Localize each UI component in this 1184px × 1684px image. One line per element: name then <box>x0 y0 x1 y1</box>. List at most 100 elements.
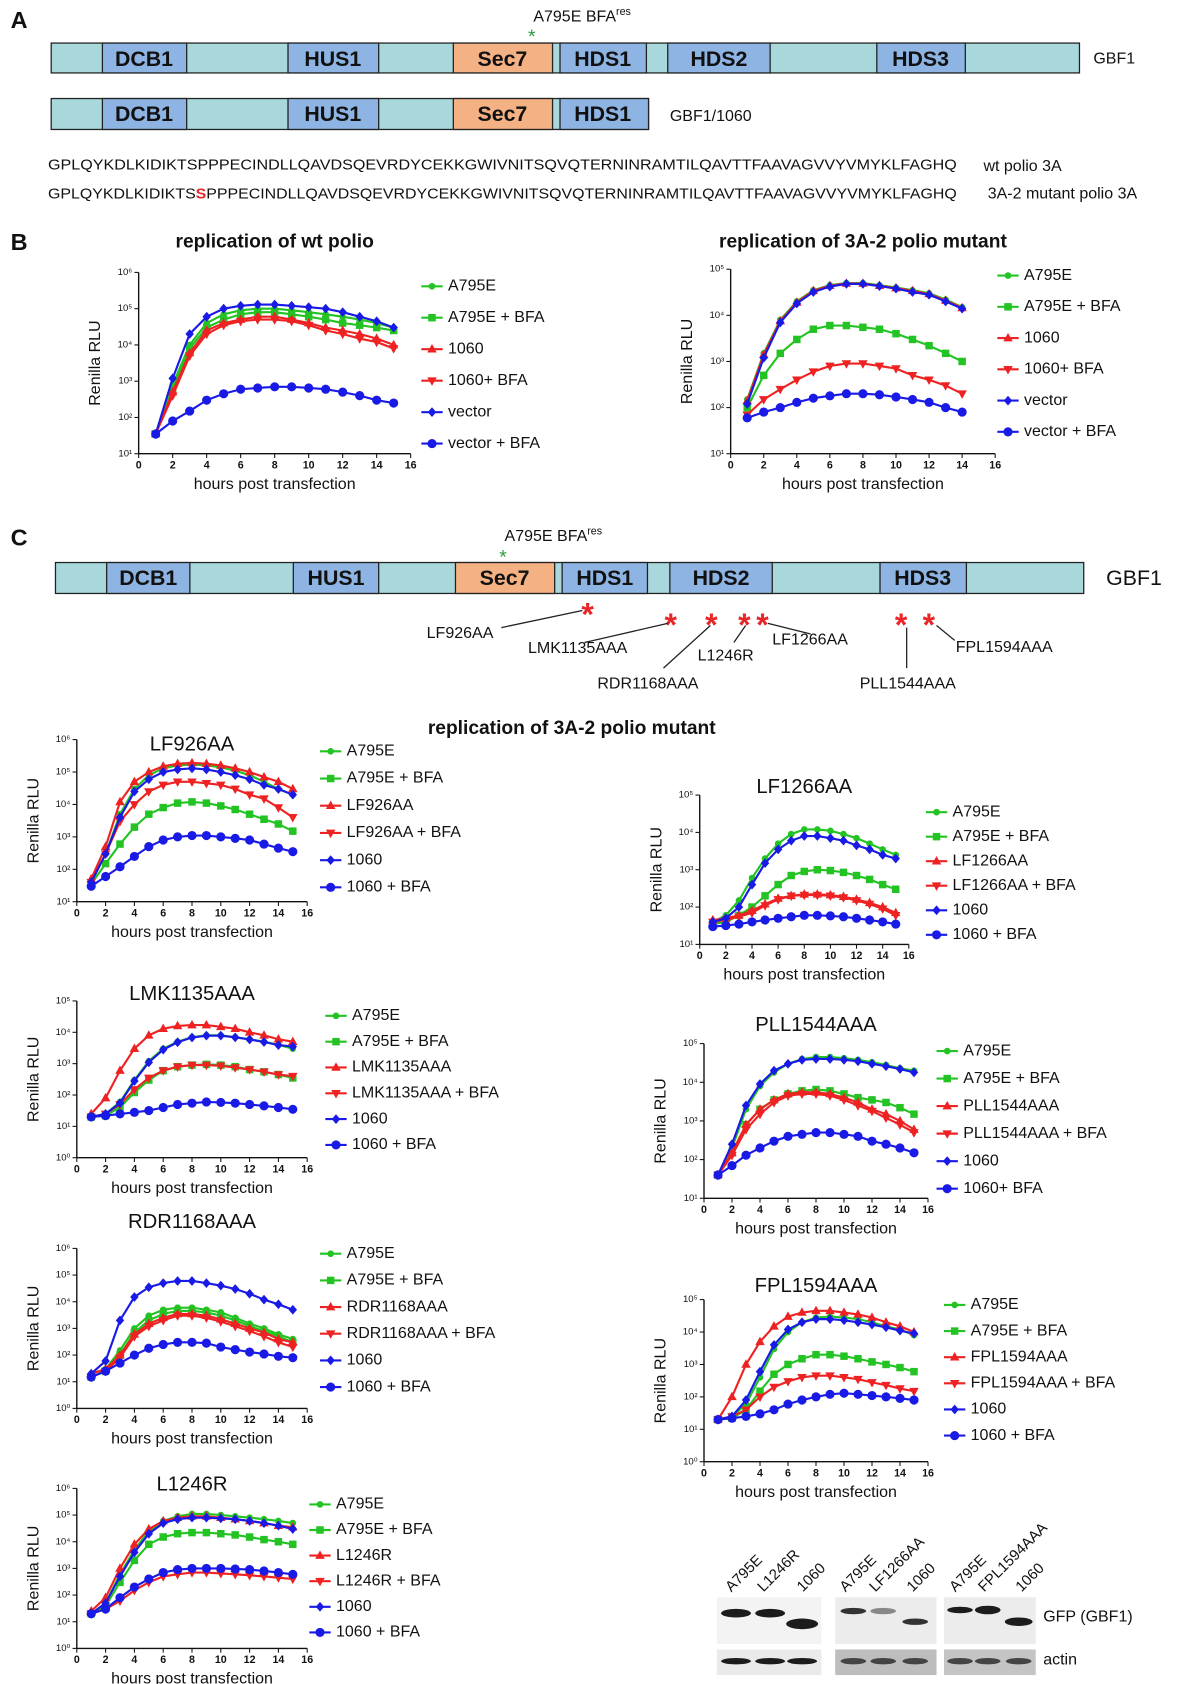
y-tick-label: 10² <box>679 902 694 913</box>
mutation-name: LF926AA <box>427 625 494 642</box>
data-point <box>217 1564 225 1572</box>
data-point <box>728 1162 736 1170</box>
x-tick-label: 16 <box>301 1414 313 1426</box>
y-tick-label: 10⁵ <box>56 995 71 1006</box>
data-point <box>787 913 795 921</box>
data-point <box>709 923 717 931</box>
data-point <box>742 1412 750 1420</box>
legend-label: 1060 + BFA <box>347 1378 431 1395</box>
legend-marker <box>317 1502 323 1508</box>
data-point <box>246 1100 254 1108</box>
data-point <box>809 394 817 402</box>
legend-label: 1060 <box>347 851 383 868</box>
data-point <box>748 918 756 926</box>
data-point <box>339 388 347 396</box>
data-point <box>275 1300 282 1308</box>
svg-text:*: * <box>923 607 936 643</box>
data-point <box>942 350 948 356</box>
x-tick-label: 4 <box>757 1467 763 1479</box>
svg-text:*: * <box>581 596 594 632</box>
legend-marker <box>951 1432 959 1440</box>
x-axis-label: hours post transfection <box>111 1431 273 1448</box>
y-tick-label: 10⁴ <box>56 1536 71 1547</box>
data-point <box>202 1098 210 1106</box>
legend-label: 1060 <box>963 1152 999 1169</box>
data-point <box>356 392 364 400</box>
x-axis-label: hours post transfection <box>111 1180 273 1197</box>
data-point <box>305 384 313 392</box>
data-point <box>852 914 860 922</box>
x-tick-label: 8 <box>272 459 278 471</box>
sequence-label: 3A-2 mutant polio 3A <box>988 186 1138 203</box>
y-tick-label: 10³ <box>710 356 724 367</box>
mutation-sup: res <box>616 6 631 18</box>
x-tick-label: 14 <box>272 907 284 919</box>
data-point <box>289 848 297 856</box>
y-tick-label: 10⁵ <box>118 303 133 314</box>
data-point <box>775 881 781 887</box>
legend-label: A795E <box>971 1296 1019 1313</box>
y-tick-label: 10¹ <box>684 1193 698 1204</box>
data-point <box>868 1391 876 1399</box>
legend-marker <box>327 775 333 781</box>
data-point <box>854 1390 862 1398</box>
data-point <box>188 1564 196 1572</box>
data-point <box>853 841 860 849</box>
domain: HDS2 <box>690 47 747 71</box>
svg-text:*: * <box>738 607 751 643</box>
mutation-text: A795E BFA <box>533 9 616 26</box>
legend-label: 1060 <box>953 901 989 918</box>
mutation-text: A795E BFA <box>505 528 588 545</box>
domain: DCB1 <box>115 102 173 126</box>
legend-marker <box>933 833 939 839</box>
data-point <box>801 868 807 874</box>
legend-marker <box>952 1302 958 1308</box>
y-tick-label: 10⁵ <box>56 767 71 778</box>
data-point <box>859 390 867 398</box>
x-tick-label: 12 <box>923 459 935 471</box>
x-tick-label: 14 <box>894 1467 906 1479</box>
data-point <box>220 305 227 313</box>
data-point <box>910 1396 918 1404</box>
data-point <box>728 1414 736 1422</box>
data-point <box>130 1583 138 1591</box>
legend-marker <box>951 1328 957 1334</box>
data-point <box>322 305 329 313</box>
domain: HDS2 <box>693 566 750 590</box>
data-point <box>261 816 267 822</box>
x-tick-label: 14 <box>894 1204 906 1216</box>
sequence-label: wt polio 3A <box>982 158 1062 175</box>
data-point <box>879 918 887 926</box>
data-point <box>274 844 282 852</box>
domain: HUS1 <box>308 566 365 590</box>
x-tick-label: 10 <box>215 1163 227 1175</box>
data-point <box>826 392 834 400</box>
data-point <box>146 1541 152 1547</box>
chart-title: FPL1594AAA <box>755 1275 878 1297</box>
y-tick-label: 10⁵ <box>710 264 725 275</box>
data-point <box>777 350 783 356</box>
mutation-name: FPL1594AAA <box>956 639 1053 656</box>
data-point <box>232 1033 239 1041</box>
x-tick-label: 2 <box>729 1467 735 1479</box>
data-point <box>897 1104 903 1110</box>
x-tick-label: 16 <box>922 1467 934 1479</box>
legend-label: LF1266AA <box>953 852 1029 869</box>
data-point <box>810 326 816 332</box>
x-tick-label: 2 <box>103 1163 109 1175</box>
legend-marker <box>944 1075 950 1081</box>
legend-marker <box>316 1628 324 1636</box>
y-tick-label: 10⁵ <box>56 1270 71 1281</box>
y-tick-label: 10⁴ <box>679 827 694 838</box>
data-point <box>159 836 167 844</box>
data-point <box>760 408 768 416</box>
data-point <box>159 1103 167 1111</box>
data-point <box>896 1394 904 1402</box>
y-tick-label: 10⁰ <box>683 1456 698 1467</box>
x-tick-label: 6 <box>160 1163 166 1175</box>
data-point <box>827 322 833 328</box>
data-point <box>174 1100 182 1108</box>
data-point <box>260 1038 267 1046</box>
data-point <box>879 881 885 887</box>
data-point <box>246 811 252 817</box>
